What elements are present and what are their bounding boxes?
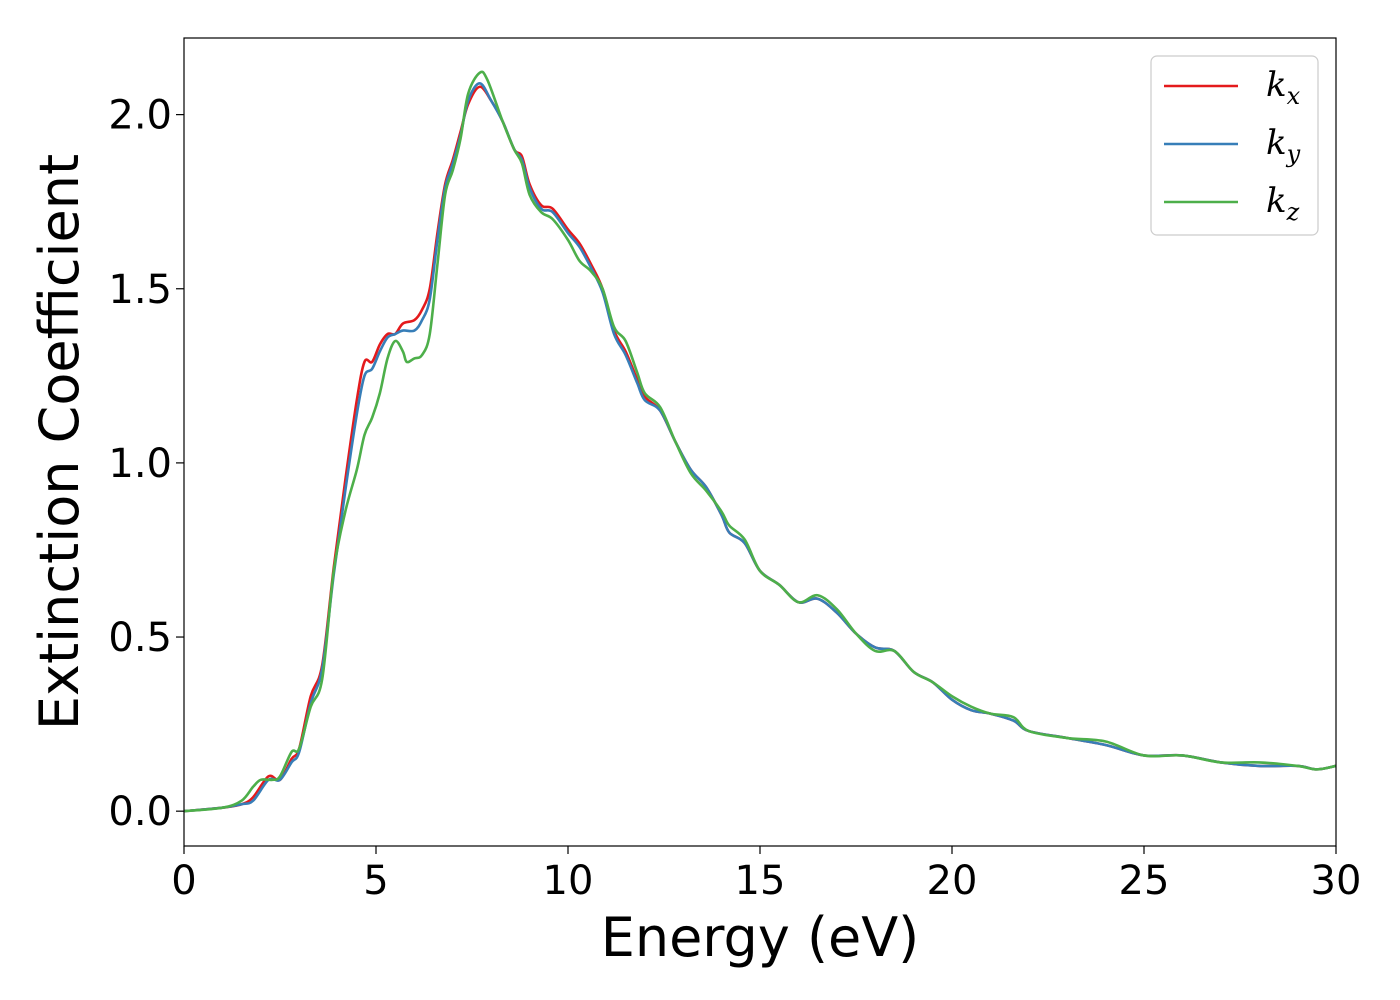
x-tick-label: 30: [1311, 858, 1362, 904]
x-tick-label: 10: [543, 858, 594, 904]
legend-label-subscript: x: [1287, 82, 1301, 110]
series-line-kz: [184, 70, 1336, 813]
legend-label-base: k: [1266, 123, 1287, 163]
legend-label-subscript: y: [1286, 140, 1301, 168]
x-tick-label: 25: [1119, 858, 1170, 904]
y-tick-label: 1.0: [108, 441, 172, 487]
y-tick-label: 2.0: [108, 93, 172, 139]
series-layer: [184, 70, 1336, 813]
y-tick-label: 0.0: [108, 789, 172, 835]
legend-label-kx: kx: [1266, 65, 1301, 110]
x-tick-label: 20: [927, 858, 978, 904]
legend-label-base: k: [1266, 65, 1287, 105]
x-axis-label: Energy (eV): [601, 906, 920, 969]
legend-label-kz: kz: [1266, 181, 1300, 226]
y-axis-label: Extinction Coefficient: [28, 154, 91, 730]
x-tick-label: 15: [735, 858, 786, 904]
legend-box: [1150, 55, 1319, 236]
series-line-ky: [184, 81, 1336, 813]
legend-label-base: k: [1266, 181, 1287, 221]
ticks-layer: 0 5 10 15 20 25 30 0.0 0.5 1.0 1.5 2.0: [108, 93, 1361, 904]
legend-label-ky: ky: [1266, 123, 1301, 168]
x-tick-label: 0: [171, 858, 196, 904]
x-tick-label: 5: [363, 858, 388, 904]
legend-label-subscript: z: [1286, 198, 1300, 226]
y-tick-label: 1.5: [108, 267, 172, 313]
y-tick-label: 0.5: [108, 615, 172, 661]
